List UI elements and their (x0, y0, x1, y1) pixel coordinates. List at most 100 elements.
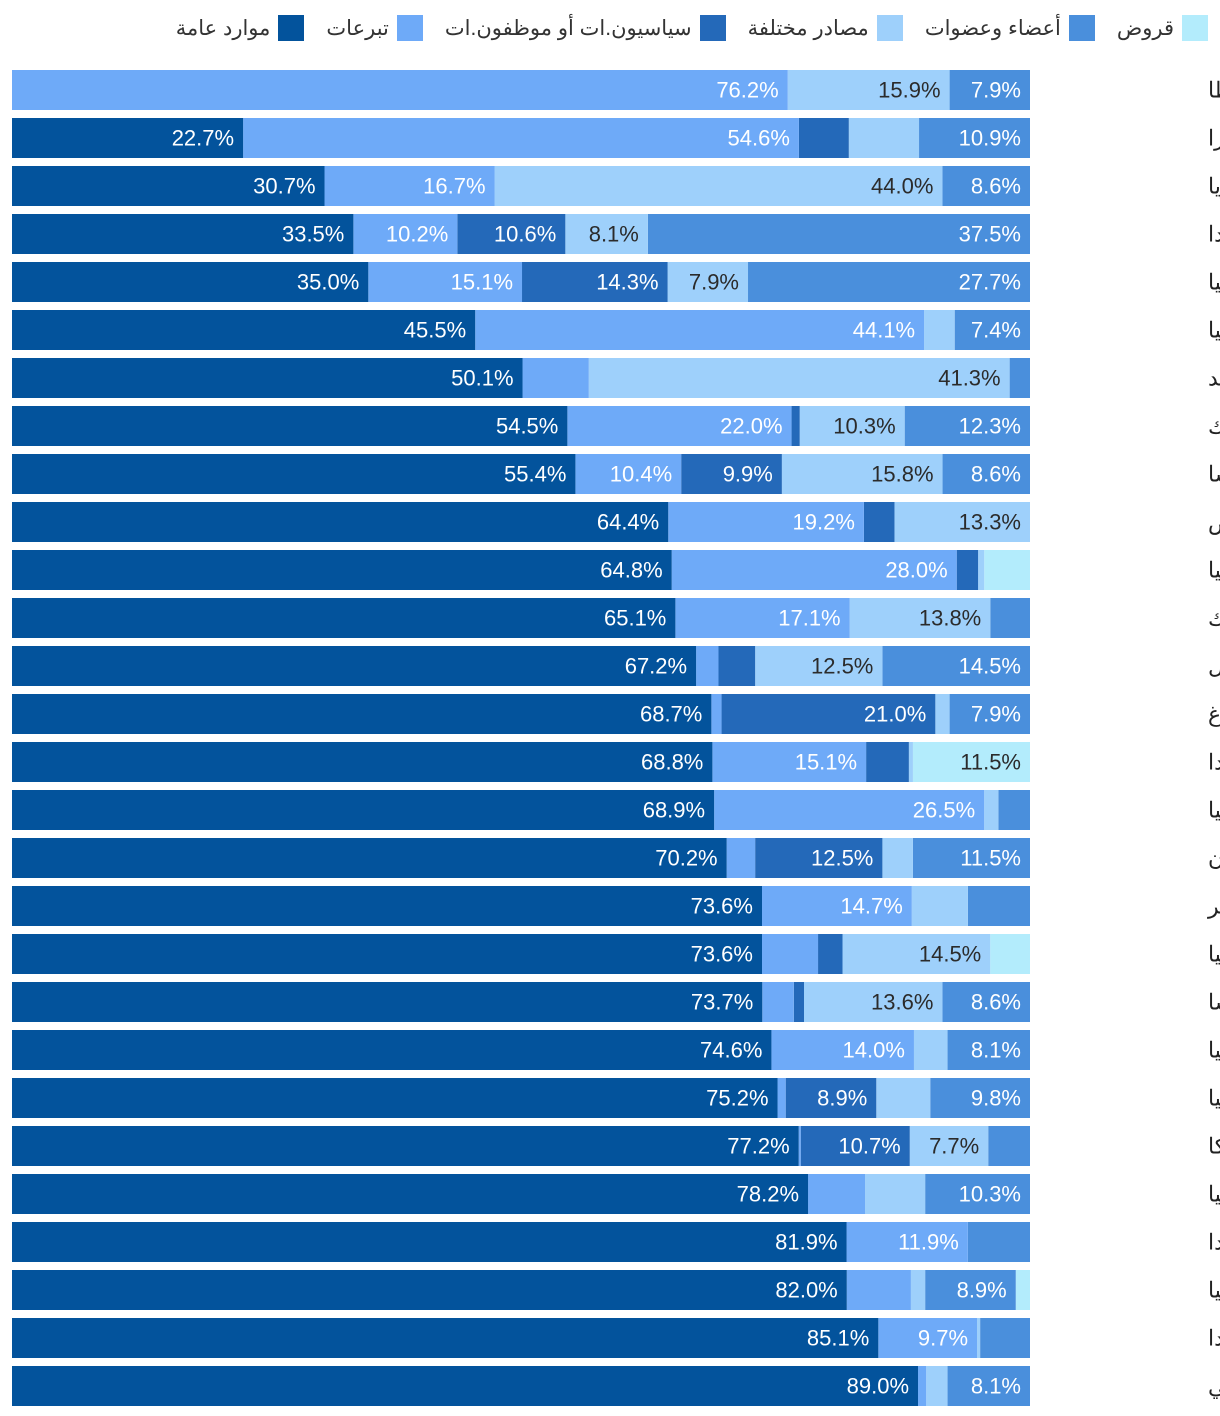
legend-swatch (876, 15, 903, 41)
bar-segment (912, 742, 1030, 782)
bar-segment (954, 310, 1030, 350)
data-label: 22.7% (172, 126, 234, 151)
legend-swatch (699, 15, 726, 41)
bar-segment (912, 838, 1030, 878)
bar-segment (711, 694, 722, 734)
data-label: 82.0% (775, 1278, 837, 1303)
bar-segment (882, 838, 913, 878)
data-label: 8.1% (971, 1374, 1021, 1399)
bar-segment (980, 1318, 1030, 1358)
data-label: 76.2% (716, 78, 778, 103)
data-label: 30.7% (253, 174, 315, 199)
data-label: 21.0% (864, 702, 926, 727)
bar-segment (12, 982, 763, 1022)
data-label: 8.1% (589, 222, 639, 247)
bar-segment (984, 550, 1030, 590)
data-label: 7.9% (971, 78, 1021, 103)
bar-segment (575, 454, 682, 494)
bar-segment (967, 886, 1030, 926)
bar-segment (787, 70, 950, 110)
data-label: 8.6% (971, 462, 1021, 487)
bar-row: 26.5% 68.9% ليتوانيا (12, 790, 1220, 830)
bar-segment (368, 262, 523, 302)
bar-segment (671, 550, 957, 590)
data-label: 10.4% (610, 462, 672, 487)
bar-segment (494, 166, 943, 206)
category-label: بولندا (1208, 750, 1220, 776)
bar-segment (785, 1078, 877, 1118)
bar-segment (12, 598, 676, 638)
legend-label: قروض (1116, 16, 1174, 40)
data-label: 14.3% (596, 270, 658, 295)
bar-segment (846, 1270, 911, 1310)
category-label: سويسرا (1208, 126, 1220, 152)
data-label: 12.5% (811, 846, 873, 871)
data-label: 22.0% (720, 414, 782, 439)
bar-segment (942, 454, 1030, 494)
data-label: 15.1% (795, 750, 857, 775)
category-label: كرواتيا (1208, 1182, 1220, 1208)
data-label: 7.9% (689, 270, 739, 295)
bar-segment (12, 1270, 847, 1310)
data-label: 33.5% (282, 222, 344, 247)
bar-segment (942, 166, 1030, 206)
category-label: ليتوانيا (1208, 798, 1220, 824)
bar-segment (777, 1078, 786, 1118)
data-label: 67.2% (625, 654, 687, 679)
bar-segment (984, 790, 999, 830)
bar-segment (12, 502, 669, 542)
legend-swatch (278, 15, 305, 41)
data-label: 75.2% (706, 1086, 768, 1111)
bar-segment (967, 1222, 1030, 1262)
legend-item: قروض (1117, 15, 1208, 41)
data-label: 7.4% (971, 318, 1021, 343)
bar-row: 13.3% 19.2% 64.4% قبرص (12, 502, 1220, 542)
data-label: 8.9% (957, 1278, 1007, 1303)
data-label: 14.7% (840, 894, 902, 919)
data-label: 41.3% (938, 366, 1000, 391)
data-label: 10.7% (838, 1134, 900, 1159)
bar-segment (793, 982, 805, 1022)
bar-segment (696, 646, 719, 686)
bar-segment (762, 982, 794, 1022)
legend-swatch (396, 15, 423, 41)
data-label: 89.0% (847, 1374, 909, 1399)
bar-segment (12, 694, 712, 734)
bar-segment (12, 262, 369, 302)
bar-segment (761, 886, 912, 926)
bar-segment (522, 358, 589, 398)
bar-segment (926, 1366, 948, 1406)
bar-row: 7.9% 21.0% 68.7% لوكسمبورغ (12, 694, 1220, 734)
bar-segment (930, 1078, 1030, 1118)
data-label: 11.5% (960, 846, 1021, 871)
bar-segment (714, 790, 985, 830)
bar-segment (12, 1078, 778, 1118)
bar-segment (882, 646, 1030, 686)
data-label: 12.3% (959, 414, 1021, 439)
bar-segment (12, 118, 244, 158)
bar-segment (849, 598, 991, 638)
bar-segment (949, 694, 1030, 734)
bar-segment (781, 454, 943, 494)
category-label: إستونيا (1208, 558, 1220, 584)
data-label: 9.7% (918, 1326, 968, 1351)
data-label: 15.8% (871, 462, 933, 487)
category-label: مالطا (1208, 78, 1220, 103)
data-label: 15.1% (451, 270, 513, 295)
category-label: ألمانيا (1208, 267, 1220, 295)
bar-segment (647, 214, 1030, 254)
bar-segment (12, 1030, 772, 1070)
bar-segment (675, 598, 850, 638)
data-label: 37.5% (959, 222, 1021, 247)
bar-segment (798, 118, 849, 158)
bar-segment (565, 214, 648, 254)
bar-segment (12, 454, 576, 494)
bar-segment (12, 310, 476, 350)
data-label: 44.1% (853, 318, 915, 343)
bar-segment (12, 166, 325, 206)
bar-segment (12, 406, 568, 446)
bar-row: 10.3% 78.2% كرواتيا (12, 1174, 1220, 1214)
data-label: 77.2% (727, 1134, 789, 1159)
data-label: 65.1% (604, 606, 666, 631)
bar-segment (865, 1174, 926, 1214)
